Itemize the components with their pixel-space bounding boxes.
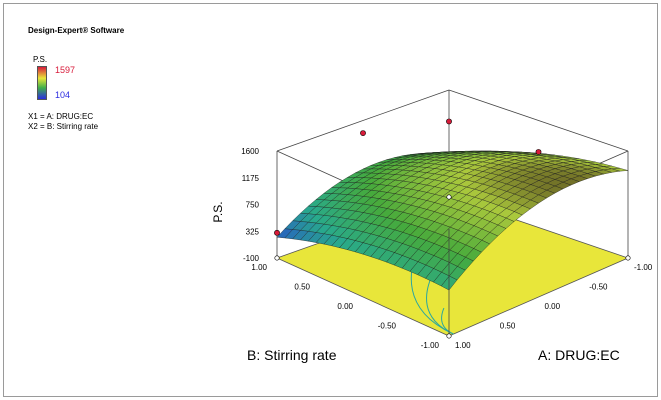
axis-ticks: 1600 1175 750 325 -100 -1.00 -0.50 0.00 0.50 1.00… <box>241 147 653 350</box>
design-point <box>535 149 542 155</box>
corner-marker <box>625 255 631 261</box>
x-tick-label: 1.00 <box>455 341 471 350</box>
x-axis-label: A: DRUG:EC <box>538 347 620 363</box>
corner-marker <box>274 255 280 261</box>
z-tick-label: 1600 <box>241 147 259 156</box>
z-tick-label: -100 <box>243 254 260 263</box>
factor2-label: X2 = B: Stirring rate <box>28 122 99 131</box>
z-tick-label: 750 <box>246 201 260 210</box>
x-tick-label: 0.00 <box>545 302 561 311</box>
design-point <box>274 229 280 236</box>
x-tick-label: 0.50 <box>500 322 516 331</box>
x-tick-label: -1.00 <box>634 263 653 272</box>
box-edge <box>448 89 629 152</box>
y-tick-label: 1.00 <box>251 263 267 272</box>
box-edge <box>276 89 450 152</box>
response-low-value: 104 <box>55 90 71 100</box>
z-tick-label: 325 <box>246 227 260 236</box>
z-axis-label: P.S. <box>211 201 225 222</box>
x-tick-label: -0.50 <box>589 283 608 292</box>
design-point <box>360 130 366 136</box>
software-label: Design-Expert® Software <box>28 26 125 35</box>
y-tick-label: 0.50 <box>294 283 310 292</box>
design-point <box>446 118 452 125</box>
y-tick-label: 0.00 <box>337 302 353 311</box>
y-axis-label: B: Stirring rate <box>247 347 337 363</box>
y-tick-label: -1.00 <box>421 341 440 350</box>
color-scale-bar <box>37 66 47 100</box>
y-tick-label: -0.50 <box>378 322 397 331</box>
response-high-value: 1597 <box>55 65 76 75</box>
response-label: P.S. <box>33 55 48 64</box>
factor1-label: X1 = A: DRUG:EC <box>28 112 94 121</box>
design-points <box>274 118 631 339</box>
corner-marker <box>446 194 452 200</box>
z-tick-label: 1175 <box>242 174 260 183</box>
response-surface-mesh <box>276 150 629 291</box>
corner-marker <box>446 333 452 339</box>
contour-line <box>441 307 454 335</box>
